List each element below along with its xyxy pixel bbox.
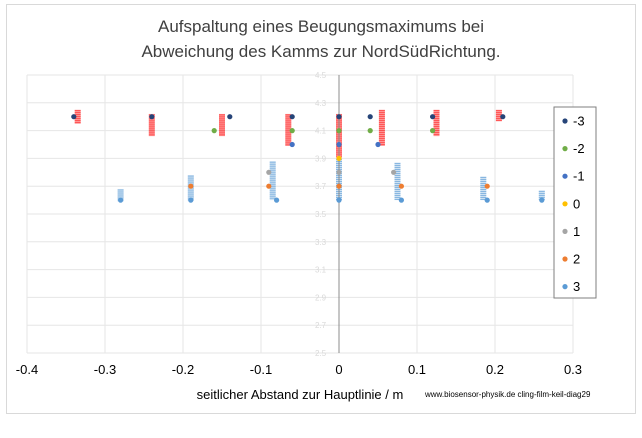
error-bar-body	[269, 161, 276, 201]
x-tick-label: 0.3	[564, 362, 582, 377]
point-series-1	[266, 169, 272, 175]
x-tick-label: 0.1	[408, 362, 426, 377]
y-tick-label: 3.5	[315, 210, 327, 219]
point-series--3	[289, 114, 295, 120]
x-axis-label: seitlicher Abstand zur Hauptlinie / m	[197, 387, 404, 402]
point-series-2	[188, 183, 194, 189]
chart-frame	[6, 4, 636, 414]
chart-title-line2: Abweichung des Kamms zur NordSüdRichtung…	[141, 42, 501, 61]
x-tick-label: 0	[335, 362, 342, 377]
legend-marker--1	[562, 173, 568, 179]
point-series--3	[500, 114, 506, 120]
point-series-3	[188, 197, 194, 203]
x-tick-labels: -0.4 -0.3 -0.2 -0.1 0 0.1 0.2 0.3	[16, 362, 582, 377]
error-bar-body	[480, 176, 487, 201]
legend-marker-2	[562, 256, 568, 262]
point-series--3	[227, 114, 233, 120]
gridlines	[26, 74, 574, 354]
y-tick-label: 2.7	[315, 321, 327, 330]
y-tick-label: 3.9	[315, 154, 327, 163]
error-bar-red	[378, 109, 385, 146]
point-series--1	[336, 141, 342, 148]
point-series-2	[336, 183, 342, 189]
point-series-3	[118, 197, 124, 203]
legend-marker-1	[562, 228, 568, 234]
legend-marker--3	[562, 118, 568, 124]
y-tick-label: 3.1	[315, 266, 327, 275]
y-tick-label: 3.7	[315, 182, 327, 191]
legend-label-3: 3	[573, 279, 580, 294]
error-bar-body	[495, 109, 502, 121]
error-bar-red	[433, 109, 440, 137]
error-bar-red	[219, 113, 225, 137]
point-series-2	[484, 183, 490, 189]
y-tick-label: 4.5	[315, 71, 327, 80]
point-series--1	[289, 141, 295, 148]
x-tick-label: -0.1	[250, 362, 272, 377]
x-tick-label: -0.4	[16, 362, 38, 377]
error-bar-blue	[117, 188, 124, 202]
point-series-3	[398, 197, 404, 203]
point-series-0	[336, 155, 342, 161]
error-bar-body	[117, 188, 124, 202]
error-bar-body	[285, 113, 292, 146]
x-tick-label: 0.2	[486, 362, 504, 377]
point-series-1	[391, 169, 397, 175]
point-series-3	[539, 197, 545, 203]
legend-box	[553, 106, 597, 299]
point-series-2	[398, 183, 404, 189]
legend-marker-3	[562, 284, 568, 290]
x-tick-label: -0.2	[172, 362, 194, 377]
legend-label-1: 1	[573, 224, 580, 239]
y-tick-labels: 2.5 2.7 2.9 3.1 3.3 3.5 3.7 3.9 4.1 4.3 4.5	[315, 71, 327, 358]
chart-title-line1: Aufspaltung eines Beugungsmaximums bei	[157, 17, 485, 36]
y-tick-label: 3.3	[315, 238, 327, 247]
point-series-1	[336, 169, 342, 175]
point-series-3	[274, 197, 280, 203]
error-bar-body	[378, 109, 385, 146]
credit-text: www.biosensor-physik.de cling-film-keil-…	[424, 390, 591, 399]
legend-label--3: -3	[573, 114, 585, 129]
point-series--3	[336, 114, 342, 120]
y-tick-label: 2.9	[315, 293, 327, 302]
y-tick-label: 4.1	[315, 127, 327, 136]
point-series--3	[367, 114, 373, 120]
error-bar-red	[285, 113, 292, 146]
point-series--3	[149, 114, 155, 120]
point-series--3	[71, 114, 77, 120]
y-tick-label: 4.3	[315, 99, 327, 108]
error-bar-blue	[394, 162, 401, 201]
legend-marker-0	[562, 201, 568, 207]
legend-label-2: 2	[573, 252, 580, 267]
point-series--3	[430, 114, 436, 120]
point-series-2	[266, 183, 272, 189]
legend-label-0: 0	[573, 196, 580, 211]
point-series-3	[484, 197, 490, 203]
point-series--2	[430, 128, 436, 134]
x-tick-label: -0.3	[94, 362, 116, 377]
point-series-3	[336, 197, 342, 203]
point-series--2	[367, 128, 373, 134]
point-series--1	[375, 141, 381, 148]
legend-marker--2	[562, 146, 568, 152]
legend: -3 -2 -1 0 1 2 3	[553, 106, 597, 299]
point-series--2	[336, 128, 342, 134]
legend-label--1: -1	[573, 169, 585, 184]
y-tick-label: 2.5	[315, 349, 327, 358]
error-bar-blue	[480, 176, 487, 201]
error-bar-blue	[269, 161, 276, 201]
data-points	[71, 114, 545, 203]
point-series--2	[211, 128, 217, 134]
legend-label--2: -2	[573, 141, 585, 156]
point-series--2	[289, 128, 295, 134]
error-bar-red	[74, 109, 81, 124]
error-bars	[74, 109, 545, 202]
